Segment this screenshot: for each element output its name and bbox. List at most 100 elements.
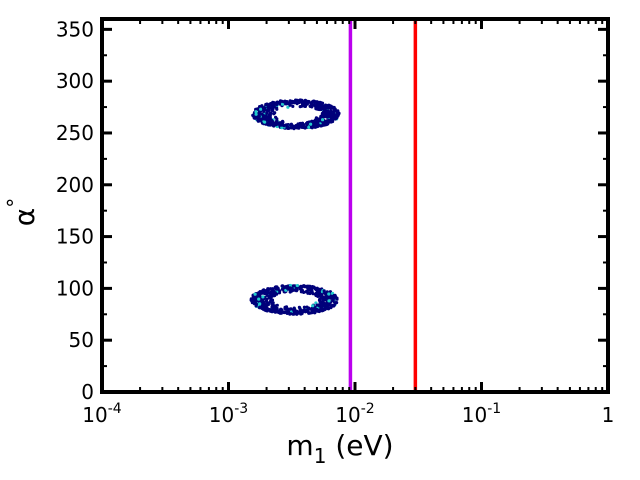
scatter-point: [252, 115, 256, 119]
scatter-point: [298, 99, 302, 103]
scatter-point: [319, 115, 323, 119]
scatter-point: [302, 308, 307, 312]
scatter-point: [257, 114, 261, 118]
scatter-point: [308, 284, 312, 288]
scatter-point: [264, 102, 268, 107]
scatter-point: [275, 287, 279, 291]
scatter-point: [268, 300, 272, 304]
scatter-point: [281, 102, 285, 106]
scatter-point: [314, 291, 318, 295]
scatter-point: [259, 306, 263, 310]
scatter-point: [329, 109, 333, 114]
scatter-point: [280, 284, 284, 288]
y-tick-label: 200: [56, 173, 94, 197]
scatter-point: [268, 103, 273, 107]
x-tick-label: 10-1: [462, 401, 501, 427]
scatter-point: [312, 99, 317, 103]
scatter-point: [273, 305, 277, 309]
scatter-point: [319, 301, 323, 306]
scatter-point: [272, 293, 276, 297]
scatter-point: [321, 299, 325, 303]
scatter-point: [329, 296, 333, 300]
scatter-point: [336, 110, 340, 114]
scatter-point: [316, 101, 320, 105]
scatter-point: [320, 101, 325, 105]
scatter-point: [264, 290, 268, 294]
scatter-point: [305, 99, 309, 103]
scatter-point: [268, 291, 272, 295]
scatter-point: [274, 123, 278, 127]
scatter-point: [278, 308, 282, 312]
scatter-point: [273, 111, 277, 115]
scatter-point: [318, 124, 322, 128]
scatter-point: [298, 121, 302, 126]
scatter-point: [256, 107, 260, 111]
scatter-point: [328, 115, 332, 119]
scatter-point: [289, 123, 293, 127]
scatter-point: [291, 284, 295, 288]
scatter-point: [317, 287, 321, 291]
scatter-point: [287, 307, 291, 311]
scatter-point: [305, 120, 310, 125]
scatter-point: [268, 309, 273, 313]
scatter-point: [269, 295, 273, 299]
scatter-point: [305, 285, 309, 289]
scatter-point: [253, 292, 257, 296]
scatter-point: [308, 291, 312, 296]
y-tick-label: 0: [81, 380, 94, 404]
scatter-point: [277, 121, 282, 125]
scatter-point: [266, 105, 270, 109]
scatter-point: [254, 304, 258, 308]
scatter-point: [291, 288, 295, 292]
scatter-point: [325, 306, 329, 310]
scatter-point: [307, 311, 311, 315]
scatter-point: [332, 293, 336, 298]
scatter-point: [327, 303, 332, 307]
scatter-point: [315, 107, 319, 111]
scatter-point: [288, 290, 292, 294]
scatter-point: [286, 105, 290, 109]
scatter-point: [320, 111, 324, 116]
scatter-point: [294, 98, 298, 102]
scatter-point: [268, 111, 272, 115]
scatter-point: [263, 120, 267, 124]
scatter-point: [294, 123, 298, 128]
scatter-point: [276, 309, 280, 313]
scatter-point: [270, 289, 274, 293]
scatter-point: [287, 126, 291, 130]
scatter-point: [322, 296, 326, 300]
scatter-point: [284, 285, 288, 289]
scatter-point: [332, 112, 336, 116]
scatter-point: [282, 100, 286, 104]
scatter-point: [307, 288, 311, 292]
y-tick-label: 300: [56, 69, 94, 93]
scatter-points: [249, 98, 341, 316]
scatter-point: [310, 310, 314, 314]
scatter-point: [260, 104, 264, 108]
scatter-point: [316, 117, 320, 121]
scatter-point: [271, 301, 275, 305]
scatter-point: [261, 299, 265, 303]
y-tick-label: 50: [69, 328, 94, 352]
scatter-point: [327, 106, 331, 110]
y-tick-label: 350: [56, 17, 94, 41]
scatter-point: [258, 302, 262, 306]
scatter-point: [305, 305, 309, 309]
scatter-point: [276, 101, 280, 105]
scatter-point: [272, 103, 276, 107]
scatter-point: [309, 102, 313, 106]
y-tick-label: 250: [56, 121, 94, 145]
scatter-point: [297, 305, 301, 309]
scatter-point: [323, 114, 327, 118]
scatter-point: [292, 126, 296, 130]
scatter-point: [318, 293, 322, 297]
scatter-point: [279, 123, 283, 127]
scatter-point: [275, 117, 279, 121]
scatter-point: [335, 116, 339, 120]
scatter-point: [336, 113, 340, 117]
scatter-point: [280, 126, 284, 130]
scatter-point: [330, 304, 334, 308]
scatter-point: [262, 116, 266, 120]
scatter-point: [284, 123, 288, 127]
y-tick-label: 100: [56, 276, 94, 300]
